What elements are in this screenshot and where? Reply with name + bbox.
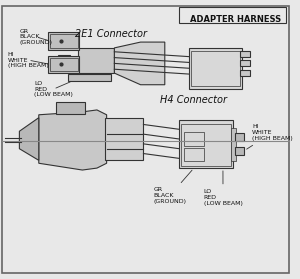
- Text: ADAPTER HARNESS: ADAPTER HARNESS: [190, 15, 281, 24]
- Bar: [231, 128, 236, 161]
- Bar: [184, 132, 204, 146]
- Bar: [179, 120, 233, 168]
- Bar: [68, 57, 77, 64]
- Text: HI
WHITE
(HIGH BEAM): HI WHITE (HIGH BEAM): [247, 124, 293, 149]
- Bar: [58, 55, 70, 61]
- Circle shape: [55, 122, 90, 157]
- Text: HI
WHITE
(HIGH BEAM): HI WHITE (HIGH BEAM): [8, 52, 49, 68]
- Polygon shape: [20, 118, 39, 160]
- Bar: [235, 133, 244, 141]
- Text: LO
RED
(LOW BEAM): LO RED (LOW BEAM): [204, 171, 242, 206]
- Polygon shape: [39, 110, 106, 170]
- Bar: [68, 74, 112, 81]
- Bar: [189, 48, 242, 89]
- Bar: [191, 51, 240, 86]
- Text: LO
RED
(LOW BEAM): LO RED (LOW BEAM): [34, 81, 73, 97]
- Bar: [50, 57, 77, 71]
- Text: GR
BLACK
(GROUND): GR BLACK (GROUND): [153, 170, 192, 204]
- Bar: [235, 147, 244, 155]
- Bar: [56, 102, 85, 114]
- Bar: [184, 148, 204, 161]
- Bar: [50, 34, 77, 48]
- Bar: [105, 118, 143, 160]
- Bar: [240, 70, 250, 76]
- Bar: [77, 48, 114, 73]
- Bar: [240, 61, 250, 66]
- Text: 2E1 Connector: 2E1 Connector: [76, 28, 148, 39]
- Text: GR
BLACK
(GROUND): GR BLACK (GROUND): [20, 28, 52, 45]
- Bar: [49, 56, 80, 73]
- Bar: [49, 32, 80, 50]
- Polygon shape: [114, 42, 165, 85]
- Bar: [240, 51, 250, 57]
- Text: H4 Connector: H4 Connector: [160, 95, 227, 105]
- Bar: [181, 124, 231, 166]
- Bar: [179, 7, 286, 23]
